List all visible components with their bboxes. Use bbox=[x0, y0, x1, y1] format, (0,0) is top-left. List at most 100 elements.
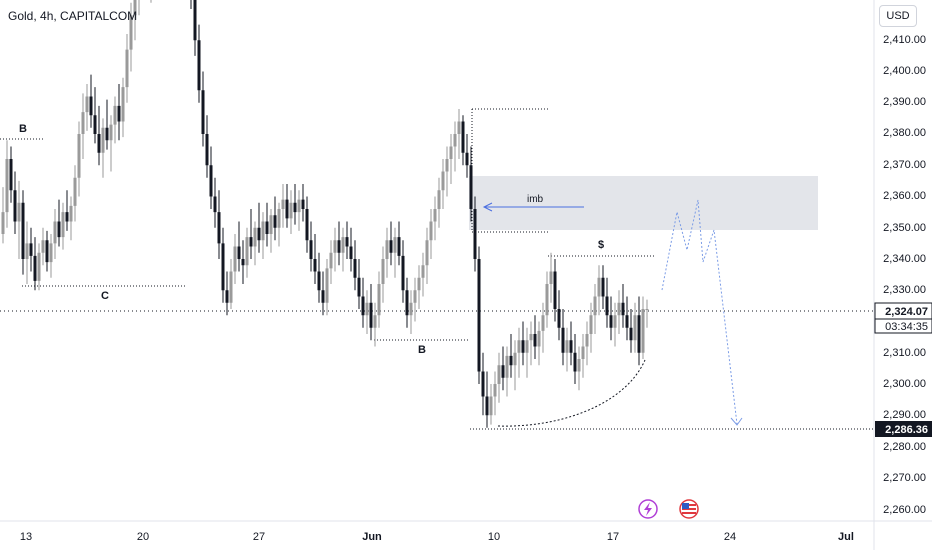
candle-body bbox=[97, 134, 101, 153]
candle-body bbox=[305, 209, 309, 241]
candle-body bbox=[337, 240, 341, 253]
candle-body bbox=[381, 259, 385, 284]
candle-body bbox=[469, 165, 473, 209]
candle-body bbox=[53, 221, 57, 244]
time-tick-label: 13 bbox=[20, 531, 32, 543]
candle-body bbox=[9, 159, 13, 191]
candle-body bbox=[133, 0, 137, 16]
marked-price-badge bbox=[875, 421, 932, 437]
lightning-icon[interactable] bbox=[638, 499, 658, 519]
candle-body bbox=[501, 365, 505, 378]
price-tick-label: 2,300.00 bbox=[883, 378, 926, 390]
candle-body bbox=[41, 240, 45, 253]
price-tick-label: 2,260.00 bbox=[883, 504, 926, 516]
time-tick-label: 17 bbox=[607, 531, 619, 543]
price-tick-label: 2,340.00 bbox=[883, 253, 926, 265]
candle-body bbox=[389, 240, 393, 253]
candle-body bbox=[77, 134, 81, 178]
candle-body bbox=[121, 87, 125, 122]
candle-body bbox=[105, 127, 109, 141]
candle-body bbox=[5, 159, 9, 213]
candle-body bbox=[521, 340, 525, 353]
candle-body bbox=[545, 284, 549, 316]
candle-body bbox=[509, 355, 513, 366]
candle-body bbox=[101, 127, 105, 153]
c-label: C bbox=[101, 290, 109, 302]
candle-body bbox=[457, 121, 461, 134]
candle-body bbox=[89, 96, 93, 116]
candle-body bbox=[625, 315, 629, 328]
candle-body bbox=[353, 259, 357, 278]
time-axis[interactable]: 13 20 27 Jun 10 17 24 Jul bbox=[20, 531, 854, 543]
candle-body bbox=[577, 359, 581, 372]
candle-body bbox=[33, 255, 37, 281]
candle-body bbox=[437, 190, 441, 209]
price-axis[interactable]: 2,410.00 2,400.00 2,390.00 2,380.00 2,370.00… bbox=[883, 34, 926, 516]
candle-body bbox=[461, 121, 465, 153]
candle-body bbox=[557, 309, 561, 328]
candle-body bbox=[641, 309, 645, 353]
rounding-curve[interactable] bbox=[497, 359, 646, 427]
candle-body bbox=[589, 315, 593, 334]
candle-body bbox=[433, 209, 437, 222]
projection-path[interactable] bbox=[661, 199, 738, 425]
candle-body bbox=[349, 246, 353, 259]
candle-body bbox=[405, 290, 409, 316]
candle-body bbox=[269, 215, 273, 234]
price-tick-label: 2,380.00 bbox=[883, 127, 926, 139]
candle-body bbox=[113, 105, 117, 125]
candle-body bbox=[361, 296, 365, 316]
candle-body bbox=[553, 271, 557, 309]
candle-body bbox=[529, 334, 533, 341]
time-tick-label: Jun bbox=[362, 531, 382, 543]
candle-body bbox=[377, 284, 381, 316]
time-tick-label: Jul bbox=[838, 531, 854, 543]
candle-body bbox=[633, 315, 637, 341]
candle-body bbox=[225, 290, 229, 303]
candle-body bbox=[617, 302, 621, 316]
candle-body bbox=[385, 240, 389, 259]
candle-body bbox=[621, 302, 625, 316]
candle-body bbox=[229, 271, 233, 303]
price-tick-label: 2,360.00 bbox=[883, 190, 926, 202]
candle-body bbox=[573, 352, 577, 372]
currency-button[interactable]: USD bbox=[879, 5, 917, 27]
b-mid-label: B bbox=[418, 344, 426, 356]
candle-body bbox=[57, 221, 61, 238]
price-tick-label: 2,330.00 bbox=[883, 284, 926, 296]
candle-body bbox=[197, 40, 201, 91]
candle-body bbox=[369, 302, 373, 328]
candle-body bbox=[609, 315, 613, 328]
candle-body bbox=[597, 277, 601, 297]
candle-body bbox=[205, 134, 209, 166]
candlestick-series bbox=[1, 0, 649, 428]
b-left-label: B bbox=[19, 123, 27, 135]
symbol-title[interactable]: Gold, 4h, CAPITALCOM bbox=[8, 9, 138, 23]
candle-body bbox=[561, 327, 565, 353]
candle-body bbox=[445, 159, 449, 172]
imbalance-zone[interactable] bbox=[469, 176, 818, 230]
price-tick-label: 2,270.00 bbox=[883, 472, 926, 484]
price-tick-label: 2,350.00 bbox=[883, 222, 926, 234]
candle-body bbox=[17, 202, 21, 222]
candle-body bbox=[37, 252, 41, 281]
candle-body bbox=[217, 212, 221, 244]
candle-body bbox=[245, 237, 249, 266]
candle-body bbox=[417, 277, 421, 291]
candle-body bbox=[317, 271, 321, 291]
candle-body bbox=[541, 315, 545, 331]
candle-body bbox=[233, 246, 237, 272]
us-flag-icon[interactable] bbox=[679, 499, 699, 519]
candle-body bbox=[645, 309, 649, 310]
candle-body bbox=[209, 165, 213, 197]
candle-body bbox=[321, 290, 325, 303]
candle-body bbox=[213, 196, 217, 213]
candle-body bbox=[293, 202, 297, 213]
candle-body bbox=[373, 315, 377, 328]
last-price-value: 2,324.07 bbox=[885, 306, 928, 318]
candle-body bbox=[201, 90, 205, 134]
candle-body bbox=[497, 365, 501, 384]
price-tick-label: 2,310.00 bbox=[883, 347, 926, 359]
